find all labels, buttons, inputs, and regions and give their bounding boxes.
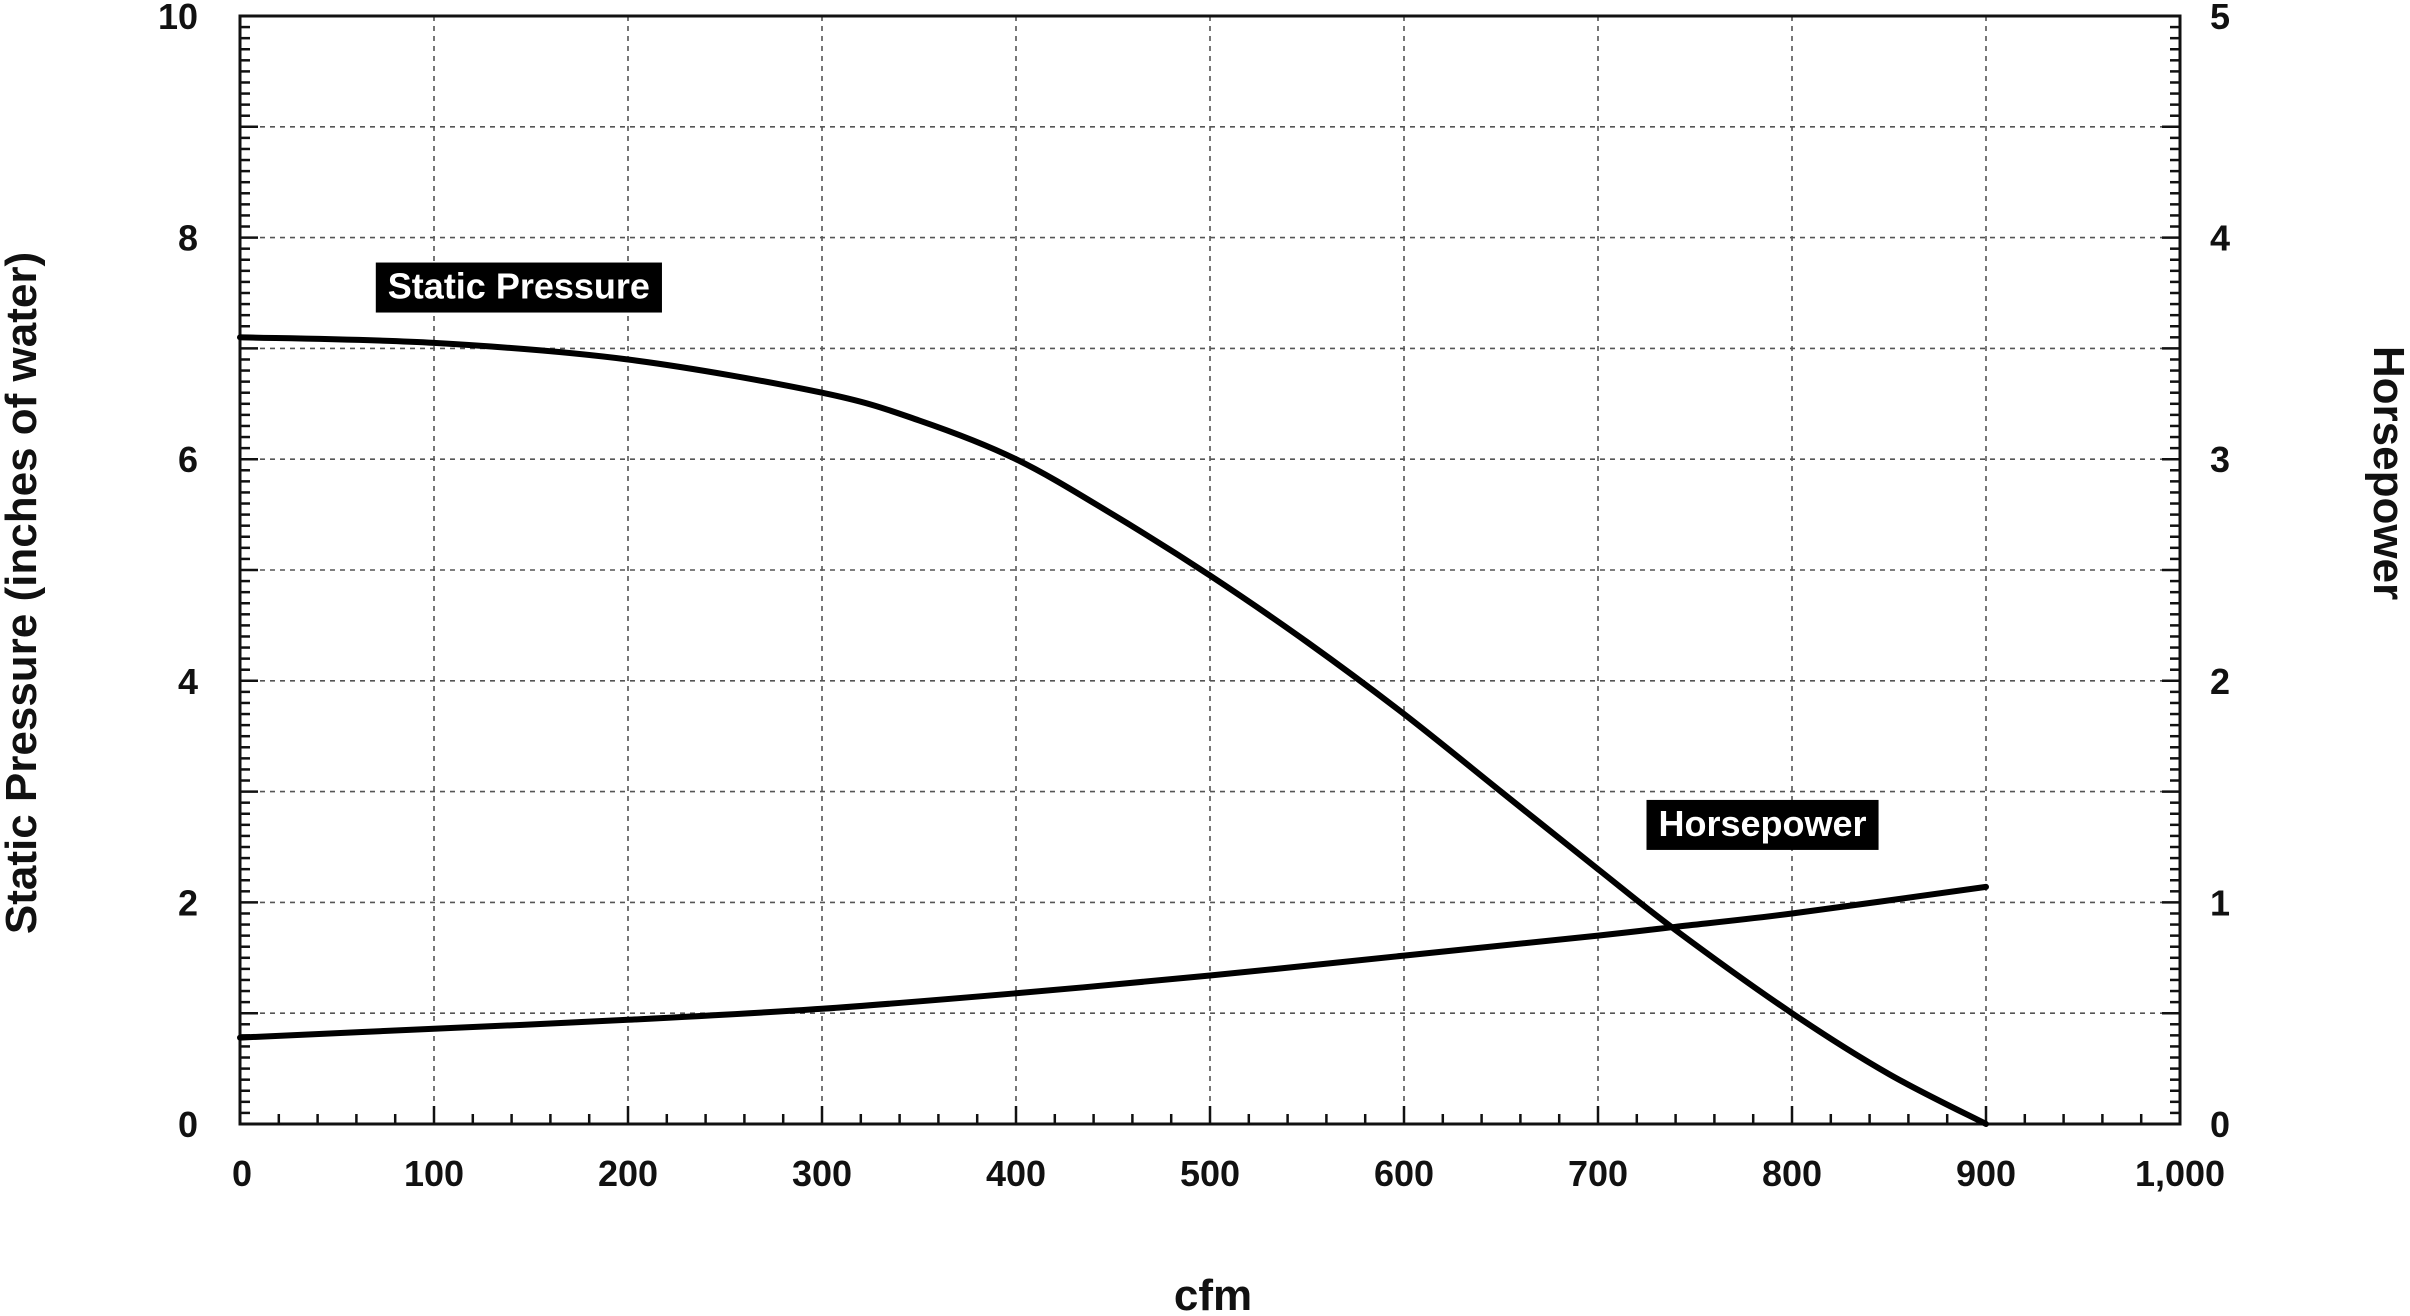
x-tick-label: 500 xyxy=(1180,1153,1240,1194)
plot-frame xyxy=(238,14,2182,1126)
series-line-static-pressure xyxy=(237,334,1989,1127)
y-tick-label: 2 xyxy=(178,882,198,923)
x-tick-label: 300 xyxy=(792,1153,852,1194)
y2-tick-labels: 0 1 2 3 4 5 xyxy=(2210,0,2230,1145)
y2-tick-label: 1 xyxy=(2210,882,2230,923)
x-tick-label: 600 xyxy=(1374,1153,1434,1194)
y2-axis-title: Horsepower xyxy=(2364,346,2410,600)
x-tick-label: 400 xyxy=(986,1153,1046,1194)
series-label-box xyxy=(375,262,662,313)
y2-tick-label: 5 xyxy=(2210,0,2230,37)
series-line-horsepower xyxy=(237,883,1989,1041)
x-tick-label: 100 xyxy=(404,1153,464,1194)
series-label-box xyxy=(1646,799,1879,850)
y-tick-label: 4 xyxy=(178,661,198,702)
y2-tick-label: 2 xyxy=(2210,661,2230,702)
y-tick-label: 10 xyxy=(158,0,198,37)
y2-tick-label: 0 xyxy=(2210,1104,2230,1145)
series-label-horsepower: Horsepower xyxy=(1646,799,1879,850)
x-axis-title: cfm xyxy=(1174,1271,1252,1316)
x-tick-label: 900 xyxy=(1956,1153,2016,1194)
grid xyxy=(240,16,2180,1124)
x-tick-label: 700 xyxy=(1568,1153,1628,1194)
series-label-text: Horsepower xyxy=(1659,803,1867,844)
y-tick-label: 0 xyxy=(178,1104,198,1145)
x-tick-label: 1,000 xyxy=(2135,1153,2225,1194)
minor-ticks xyxy=(238,14,2182,1126)
y-tick-label: 8 xyxy=(178,218,198,259)
series-lines xyxy=(237,334,1989,1127)
x-tick-label: 200 xyxy=(598,1153,658,1194)
series-label-static-pressure: Static Pressure xyxy=(375,262,662,313)
y-tick-labels: 0 2 4 6 8 10 xyxy=(158,0,198,1145)
x-tick-labels: 0 100 200 300 400 500 600 700 800 900 1,000 xyxy=(232,1153,2225,1194)
series-labels: Static Pressure Horsepower xyxy=(375,262,1879,850)
series-label-text: Static Pressure xyxy=(388,266,650,307)
x-tick-label: 800 xyxy=(1762,1153,1822,1194)
y2-tick-label: 4 xyxy=(2210,218,2230,259)
y-axis-title: Static Pressure (inches of water) xyxy=(0,252,46,934)
x-tick-label: 0 xyxy=(232,1153,252,1194)
y-tick-label: 6 xyxy=(178,439,198,480)
y2-tick-label: 3 xyxy=(2210,439,2230,480)
